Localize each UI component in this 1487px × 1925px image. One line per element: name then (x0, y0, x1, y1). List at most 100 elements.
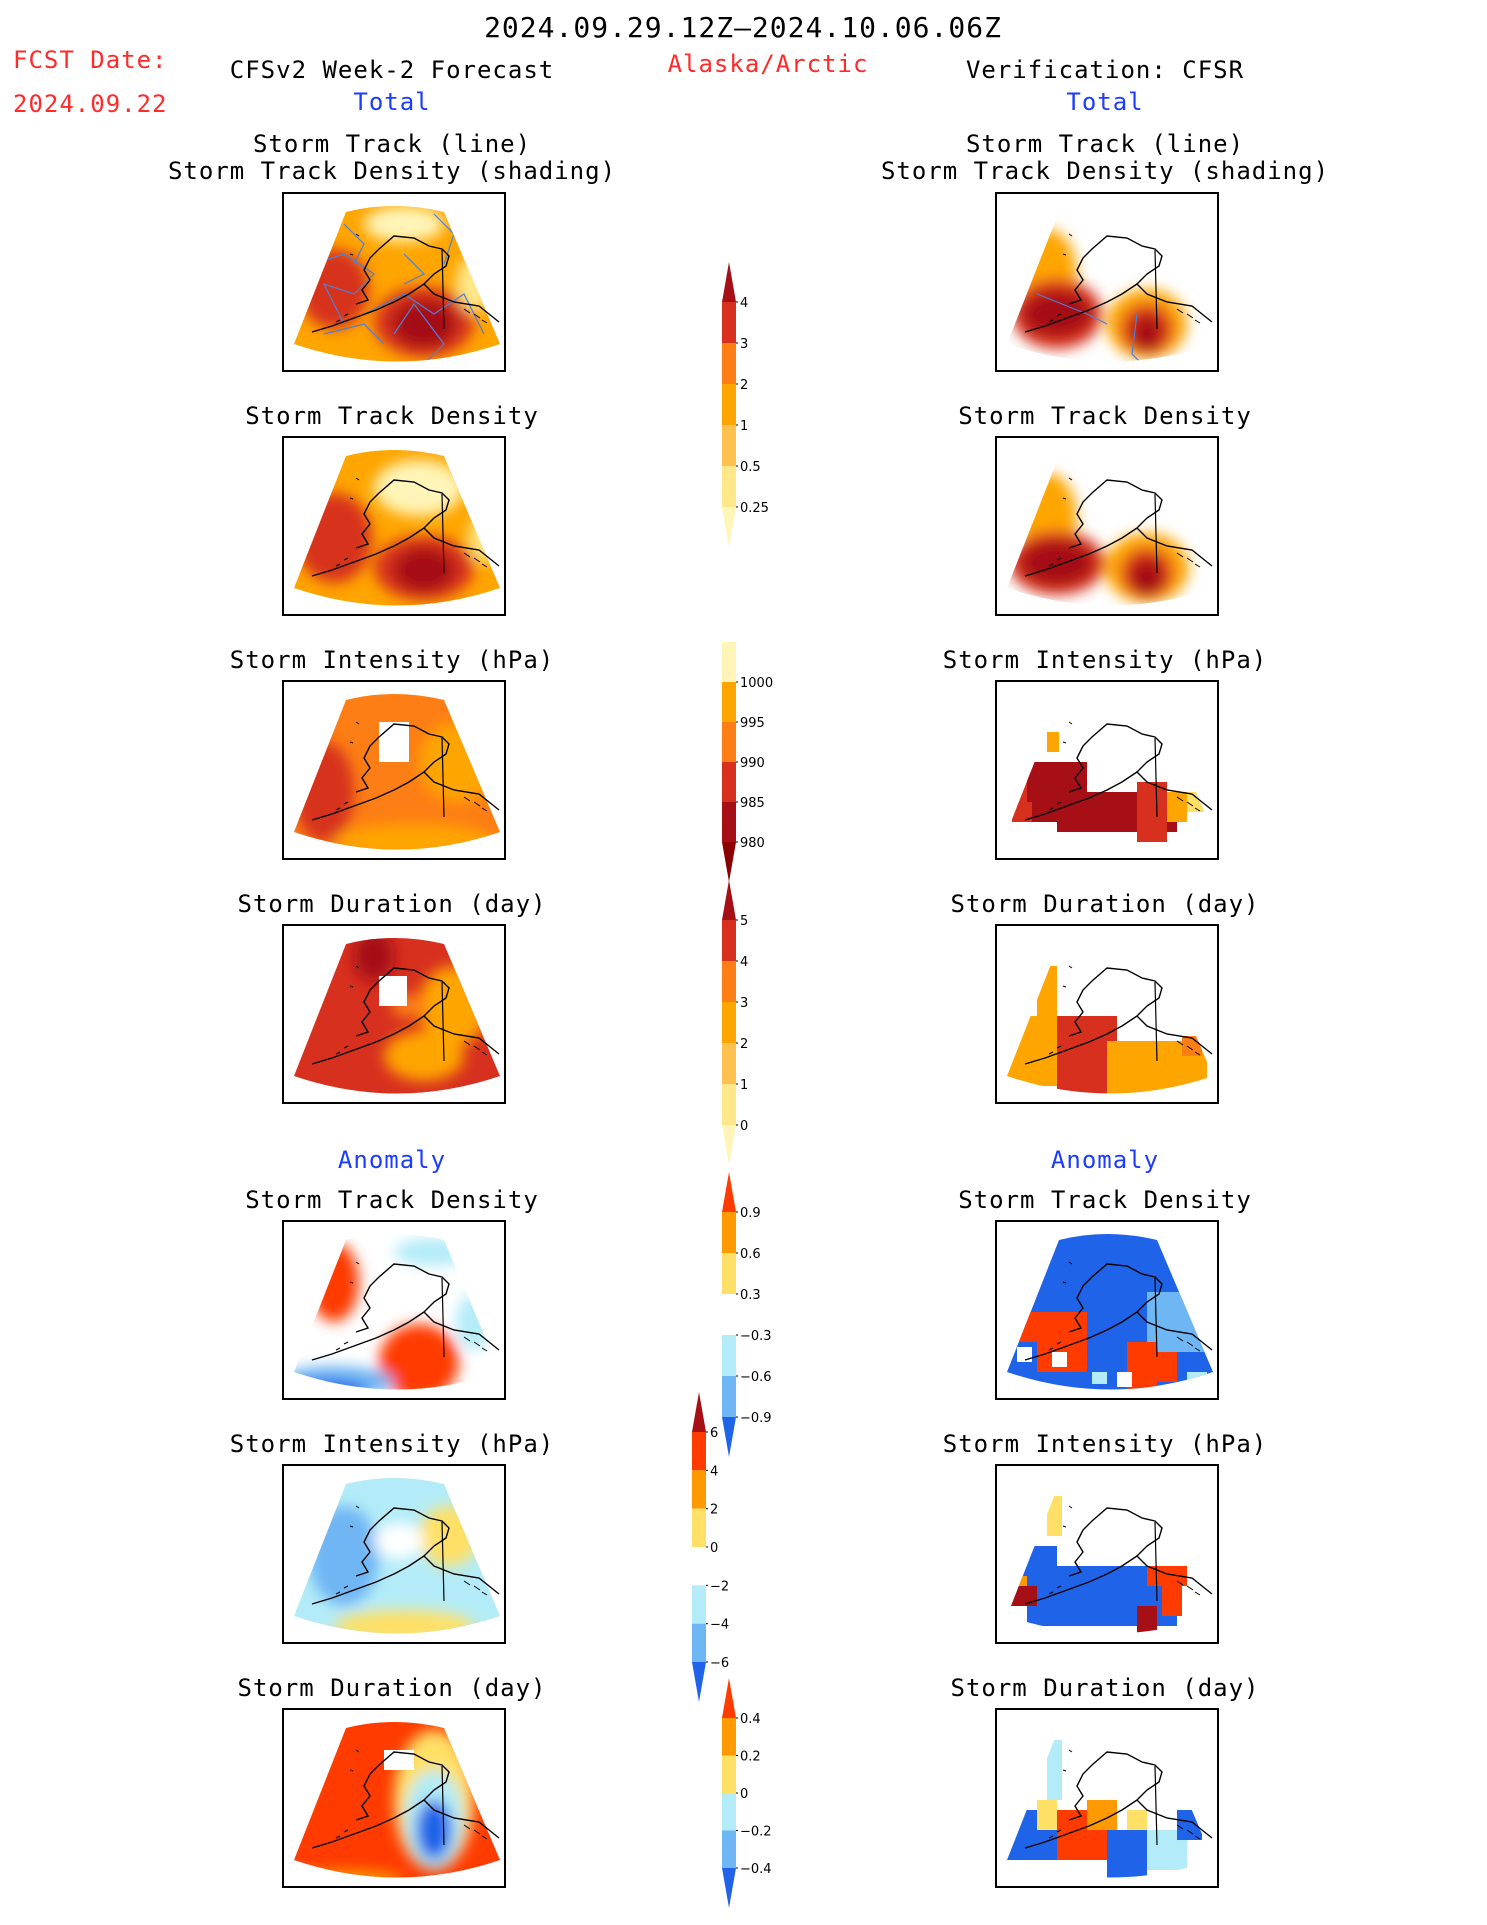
anomaly-label-right: Anomaly (1050, 1146, 1160, 1174)
panel-title-track-density-shading-right: Storm Track Density (shading) (880, 157, 1330, 185)
colorbar-intensity-total: 1000 995 990 985 980 (722, 642, 773, 882)
colorbar-tick-label: −4 (710, 1618, 729, 1633)
panel-title-anom-density-right: Storm Track Density (958, 1186, 1252, 1214)
colorbar-tick-label: 4 (740, 955, 748, 970)
colorbar-duration-total: 5 4 3 2 1 0 (722, 880, 748, 1165)
colorbar-box (722, 302, 736, 343)
colorbar-tick-label: 0.2 (740, 1750, 761, 1765)
verification-title: Verification: CFSR (965, 56, 1245, 84)
panel-title-anom-intensity-left: Storm Intensity (hPa) (229, 1430, 555, 1458)
colorbar-box (722, 682, 736, 722)
colorbar-box (722, 1043, 736, 1084)
colorbar-box (722, 466, 736, 507)
map-track-line-forecast (282, 192, 506, 372)
colorbar-tick-label: 1 (740, 419, 748, 434)
colorbar-tick-label: −0.9 (740, 1411, 772, 1426)
panel-title-track-line-right: Storm Track (line) (965, 130, 1245, 158)
colorbar-arrow-top (722, 1678, 736, 1718)
colorbar-box (722, 1253, 736, 1294)
colorbar-box (722, 1084, 736, 1125)
colorbar-tick-label: 995 (740, 716, 765, 731)
colorbar-tick-label: 4 (740, 296, 748, 311)
colorbar-box (692, 1508, 706, 1547)
colorbar-tick-label: −2 (710, 1579, 729, 1594)
colorbar-box (722, 1212, 736, 1253)
colorbar-box (722, 802, 736, 842)
map-anom-intensity-verification (995, 1464, 1219, 1644)
colorbar-tick-label: 2 (710, 1503, 718, 1518)
colorbar-tick-label: −0.2 (740, 1825, 772, 1840)
panel-title-track-line-left: Storm Track (line) (252, 130, 532, 158)
total-label-left: Total (353, 88, 431, 116)
colorbar-box (692, 1623, 706, 1662)
panel-title-intensity-right: Storm Intensity (hPa) (942, 646, 1268, 674)
colorbar-box (722, 343, 736, 384)
colorbar-tick-label: 985 (740, 796, 765, 811)
colorbar-box (722, 1294, 736, 1335)
colorbar-tick-label: 0.4 (740, 1712, 761, 1727)
colorbar-box (722, 1755, 736, 1793)
colorbar-arrow-bottom (722, 507, 736, 547)
colorbar-intensity-anomaly: 6 4 2 0 −2 −4 −6 (692, 1392, 729, 1702)
colorbar-arrow-top (722, 1172, 736, 1212)
colorbar-tick-label: 1000 (740, 676, 773, 691)
colorbar-tick-label: −6 (710, 1656, 729, 1671)
map-duration-verification (995, 924, 1219, 1104)
map-anom-density-verification (995, 1220, 1219, 1400)
region-title: Alaska/Arctic (667, 50, 869, 78)
colorbar-tick-label: 0.5 (740, 460, 761, 475)
anomaly-label-left: Anomaly (337, 1146, 447, 1174)
total-label-right: Total (1066, 88, 1144, 116)
colorbar-box (692, 1432, 706, 1471)
colorbar-box (722, 1002, 736, 1043)
colorbar-tick-label: −0.6 (740, 1370, 772, 1385)
colorbar-tick-label: 2 (740, 378, 748, 393)
map-duration-forecast (282, 924, 506, 1104)
colorbar-arrow-bottom (692, 1662, 706, 1702)
colorbar-box (722, 961, 736, 1002)
colorbar-arrow-top (722, 880, 736, 920)
colorbar-box (722, 1335, 736, 1376)
colorbar-tick-label: 0.9 (740, 1206, 761, 1221)
map-density-verification (995, 436, 1219, 616)
map-anom-duration-forecast (282, 1708, 506, 1888)
colorbar-box (722, 1376, 736, 1417)
colorbar-box (722, 1793, 736, 1831)
colorbar-box (722, 642, 736, 682)
colorbar-box (722, 425, 736, 466)
colorbar-box (692, 1585, 706, 1624)
panel-title-duration-right: Storm Duration (day) (950, 890, 1260, 918)
map-intensity-forecast (282, 680, 506, 860)
panel-title-duration-left: Storm Duration (day) (237, 890, 547, 918)
colorbar-box (722, 722, 736, 762)
fcst-date-value: 2024.09.22 (13, 90, 168, 118)
colorbar-tick-label: 6 (710, 1426, 718, 1441)
colorbar-tick-label: 1 (740, 1078, 748, 1093)
colorbar-tick-label: 980 (740, 836, 765, 851)
colorbar-tick-label: 5 (740, 914, 748, 929)
colorbar-tick-label: −0.3 (740, 1329, 772, 1344)
colorbar-box (722, 762, 736, 802)
colorbar-tick-label: 4 (710, 1464, 718, 1479)
panel-title-anom-duration-right: Storm Duration (day) (950, 1674, 1260, 1702)
map-anom-duration-verification (995, 1708, 1219, 1888)
colorbar-tick-label: 0.25 (740, 501, 769, 516)
colorbar-density-anomaly: 0.9 0.6 0.3 −0.3 −0.6 −0.9 (722, 1172, 772, 1457)
colorbar-tick-label: 0.6 (740, 1247, 761, 1262)
colorbar-box (692, 1470, 706, 1509)
colorbar-tick-label: 0 (710, 1541, 718, 1556)
colorbar-duration-anomaly: 0.4 0.2 0 −0.2 −0.4 (722, 1678, 772, 1908)
colorbar-box (722, 920, 736, 961)
colorbar-tick-label: 990 (740, 756, 765, 771)
colorbar-arrow-top (692, 1392, 706, 1432)
colorbar-tick-label: 3 (740, 337, 748, 352)
colorbar-box (722, 1830, 736, 1868)
panel-title-density-left: Storm Track Density (245, 402, 539, 430)
panel-title-anom-duration-left: Storm Duration (day) (237, 1674, 547, 1702)
panel-title-anom-intensity-right: Storm Intensity (hPa) (942, 1430, 1268, 1458)
colorbar-tick-label: 3 (740, 996, 748, 1011)
panel-title-density-right: Storm Track Density (958, 402, 1252, 430)
colorbar-tick-label: 0.3 (740, 1288, 761, 1303)
colorbar-box (692, 1547, 706, 1586)
colorbar-tick-label: −0.4 (740, 1862, 772, 1877)
